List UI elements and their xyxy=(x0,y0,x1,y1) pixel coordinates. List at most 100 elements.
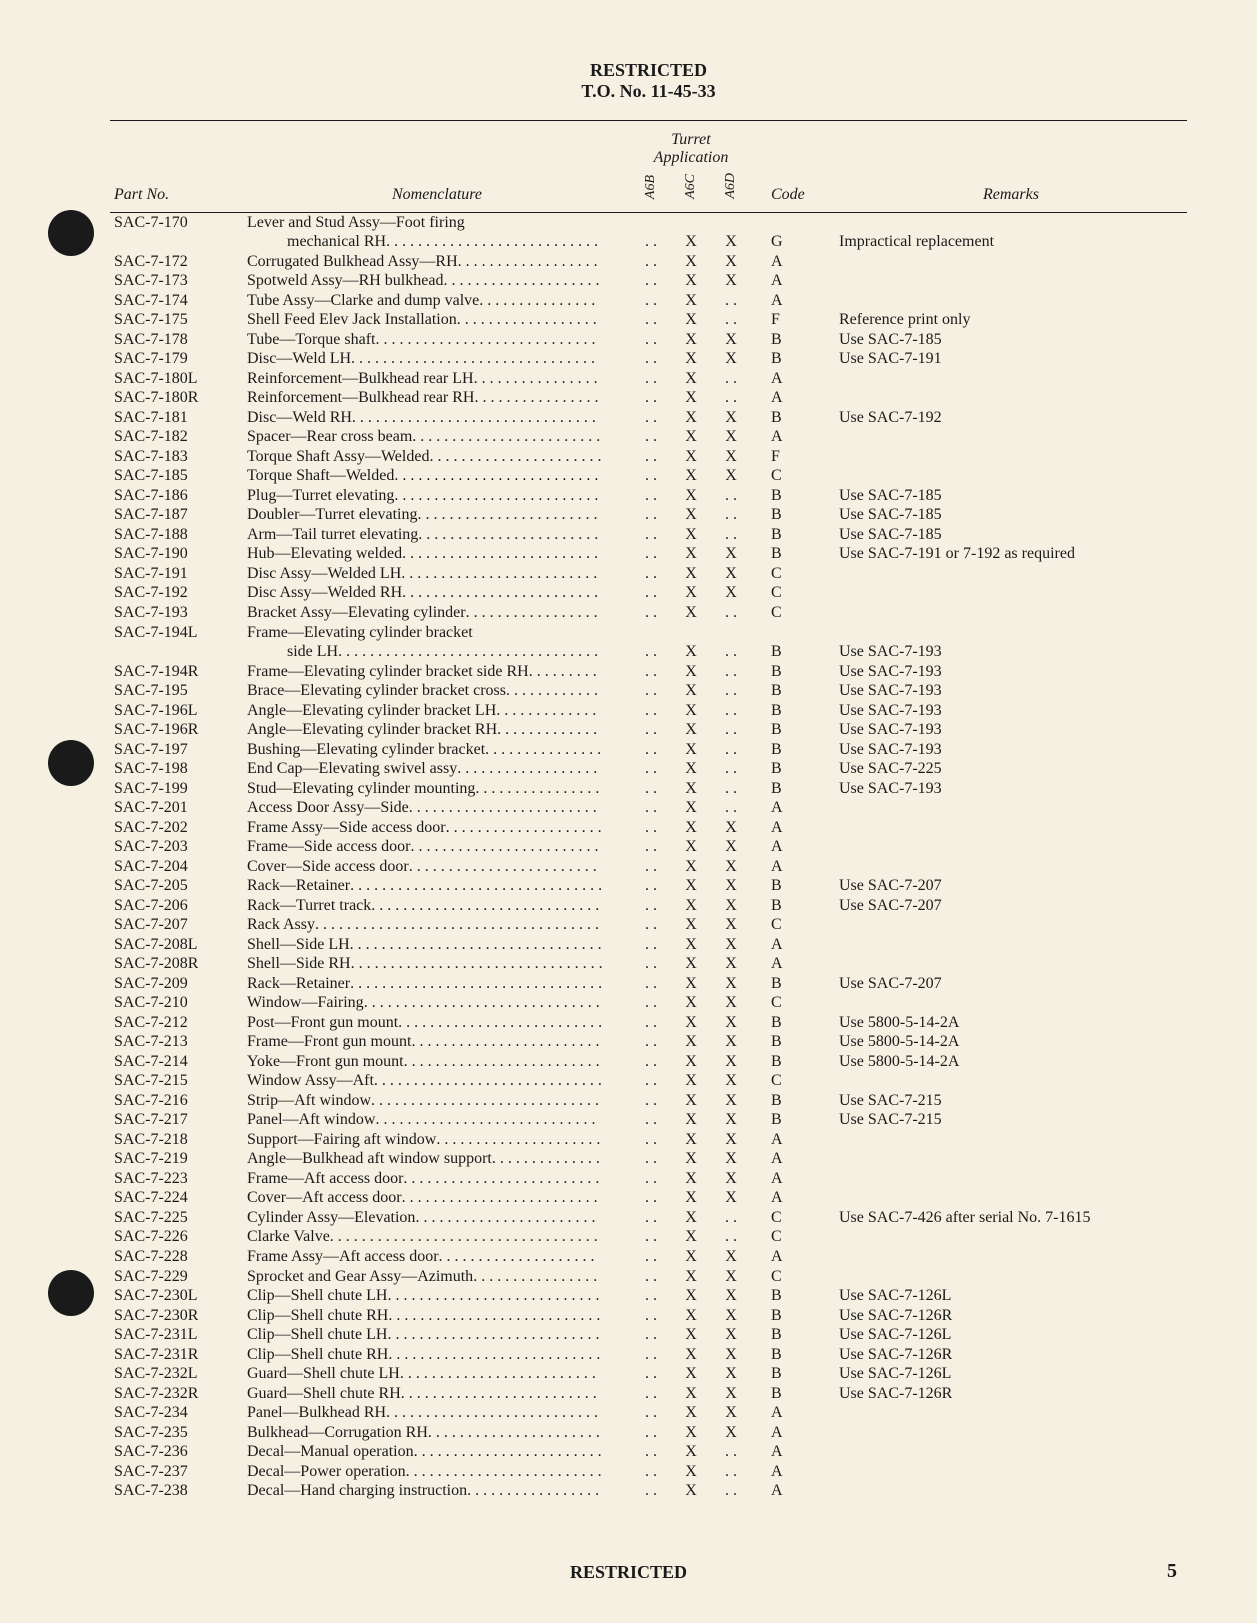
cell-app-c: X xyxy=(671,505,711,525)
table-row: SAC-7-223Frame—Aft access door. . . . . … xyxy=(110,1169,1187,1189)
cell-nomenclature: Doubler—Turret elevating. . . . . . . . … xyxy=(243,505,631,525)
cell-remarks xyxy=(835,388,1187,408)
cell-nomenclature: Tube—Torque shaft. . . . . . . . . . . .… xyxy=(243,330,631,350)
cell-app-d: X xyxy=(711,876,751,896)
cell-partno: SAC-7-232R xyxy=(110,1384,243,1404)
table-row: SAC-7-232LGuard—Shell chute LH. . . . . … xyxy=(110,1364,1187,1384)
table-row: SAC-7-228Frame Assy—Aft access door. . .… xyxy=(110,1247,1187,1267)
cell-app-b: . . xyxy=(631,1442,671,1462)
cell-app-b: . . xyxy=(631,1364,671,1384)
cell-code: C xyxy=(751,1267,835,1287)
cell-app-c: X xyxy=(671,330,711,350)
cell-code: A xyxy=(751,252,835,272)
cell-app-d: . . xyxy=(711,291,751,311)
cell-app-d: . . xyxy=(711,525,751,545)
cell-app-d: X xyxy=(711,252,751,272)
cell-remarks: Use SAC-7-126L xyxy=(835,1286,1187,1306)
cell-app-d: X xyxy=(711,1306,751,1326)
cell-app-c: X xyxy=(671,818,711,838)
cell-app-c: X xyxy=(671,662,711,682)
cell-app-c: X xyxy=(671,681,711,701)
cell-app-d: X xyxy=(711,1325,751,1345)
cell-app-c: X xyxy=(671,447,711,467)
cell-partno: SAC-7-190 xyxy=(110,544,243,564)
cell-partno: SAC-7-234 xyxy=(110,1403,243,1423)
cell-nomenclature: Bushing—Elevating cylinder bracket. . . … xyxy=(243,740,631,760)
table-row: SAC-7-197Bushing—Elevating cylinder brac… xyxy=(110,740,1187,760)
cell-partno: SAC-7-216 xyxy=(110,1091,243,1111)
cell-partno: SAC-7-180R xyxy=(110,388,243,408)
cell-app-b: . . xyxy=(631,1169,671,1189)
cell-nomenclature: Yoke—Front gun mount. . . . . . . . . . … xyxy=(243,1052,631,1072)
cell-app-c: X xyxy=(671,349,711,369)
cell-app-c: X xyxy=(671,1345,711,1365)
cell-partno: SAC-7-206 xyxy=(110,896,243,916)
cell-code: F xyxy=(751,447,835,467)
cell-remarks: Use SAC-7-193 xyxy=(835,642,1187,662)
cell-partno: SAC-7-179 xyxy=(110,349,243,369)
cell-code: G xyxy=(751,232,835,252)
cell-remarks: Use SAC-7-126R xyxy=(835,1384,1187,1404)
cell-app-d: . . xyxy=(711,388,751,408)
table-row: SAC-7-175Shell Feed Elev Jack Installati… xyxy=(110,310,1187,330)
cell-app-d: . . xyxy=(711,759,751,779)
cell-code: C xyxy=(751,466,835,486)
cell-partno: SAC-7-197 xyxy=(110,740,243,760)
cell-nomenclature: Frame Assy—Aft access door. . . . . . . … xyxy=(243,1247,631,1267)
cell-code: B xyxy=(751,1364,835,1384)
cell-partno: SAC-7-204 xyxy=(110,857,243,877)
table-row: SAC-7-230LClip—Shell chute LH. . . . . .… xyxy=(110,1286,1187,1306)
cell-app-c: X xyxy=(671,720,711,740)
cell-remarks xyxy=(835,1227,1187,1247)
table-row: SAC-7-234Panel—Bulkhead RH. . . . . . . … xyxy=(110,1403,1187,1423)
cell-app-c: X xyxy=(671,1071,711,1091)
cell-nomenclature: Sprocket and Gear Assy—Azimuth. . . . . … xyxy=(243,1267,631,1287)
table-row: SAC-7-194LFrame—Elevating cylinder brack… xyxy=(110,623,1187,643)
cell-code: C xyxy=(751,1227,835,1247)
cell-partno: SAC-7-183 xyxy=(110,447,243,467)
table-row: SAC-7-214Yoke—Front gun mount. . . . . .… xyxy=(110,1052,1187,1072)
cell-partno: SAC-7-178 xyxy=(110,330,243,350)
cell-app-c: X xyxy=(671,1325,711,1345)
cell-code: A xyxy=(751,427,835,447)
cell-code: A xyxy=(751,1130,835,1150)
cell-app-d: X xyxy=(711,1071,751,1091)
cell-app-c: X xyxy=(671,466,711,486)
cell-app-c: X xyxy=(671,954,711,974)
cell-app-c: X xyxy=(671,427,711,447)
cell-nomenclature: Bracket Assy—Elevating cylinder. . . . .… xyxy=(243,603,631,623)
cell-app-c: X xyxy=(671,798,711,818)
cell-app-d: X xyxy=(711,1345,751,1365)
table-row: SAC-7-216Strip—Aft window. . . . . . . .… xyxy=(110,1091,1187,1111)
cell-app-d: . . xyxy=(711,505,751,525)
cell-app-d: X xyxy=(711,427,751,447)
table-row: SAC-7-204Cover—Side access door. . . . .… xyxy=(110,857,1187,877)
cell-app-b: . . xyxy=(631,349,671,369)
cell-app-d: X xyxy=(711,1091,751,1111)
cell-partno: SAC-7-224 xyxy=(110,1188,243,1208)
cell-remarks xyxy=(835,915,1187,935)
cell-app-b: . . xyxy=(631,1071,671,1091)
cell-app-b: . . xyxy=(631,1110,671,1130)
cell-app-c: X xyxy=(671,701,711,721)
cell-nomenclature: Torque Shaft Assy—Welded. . . . . . . . … xyxy=(243,447,631,467)
cell-partno: SAC-7-230R xyxy=(110,1306,243,1326)
cell-partno: SAC-7-173 xyxy=(110,271,243,291)
cell-remarks: Use 5800-5-14-2A xyxy=(835,1032,1187,1052)
cell-nomenclature: Frame—Elevating cylinder bracket xyxy=(243,623,631,643)
cell-code: B xyxy=(751,1306,835,1326)
cell-remarks: Use SAC-7-191 xyxy=(835,349,1187,369)
parts-table: Part No. Nomenclature Turret Application… xyxy=(110,120,1187,1501)
cell-app-b: . . xyxy=(631,525,671,545)
cell-partno: SAC-7-212 xyxy=(110,1013,243,1033)
cell-nomenclature: Reinforcement—Bulkhead rear RH. . . . . … xyxy=(243,388,631,408)
cell-remarks xyxy=(835,1169,1187,1189)
cell-remarks xyxy=(835,427,1187,447)
cell-app-d: X xyxy=(711,1032,751,1052)
cell-app-c: X xyxy=(671,583,711,603)
cell-nomenclature: Disc Assy—Welded RH. . . . . . . . . . .… xyxy=(243,583,631,603)
cell-remarks xyxy=(835,447,1187,467)
cell-app-c xyxy=(671,623,711,643)
cell-partno: SAC-7-210 xyxy=(110,993,243,1013)
cell-nomenclature: Frame—Side access door. . . . . . . . . … xyxy=(243,837,631,857)
